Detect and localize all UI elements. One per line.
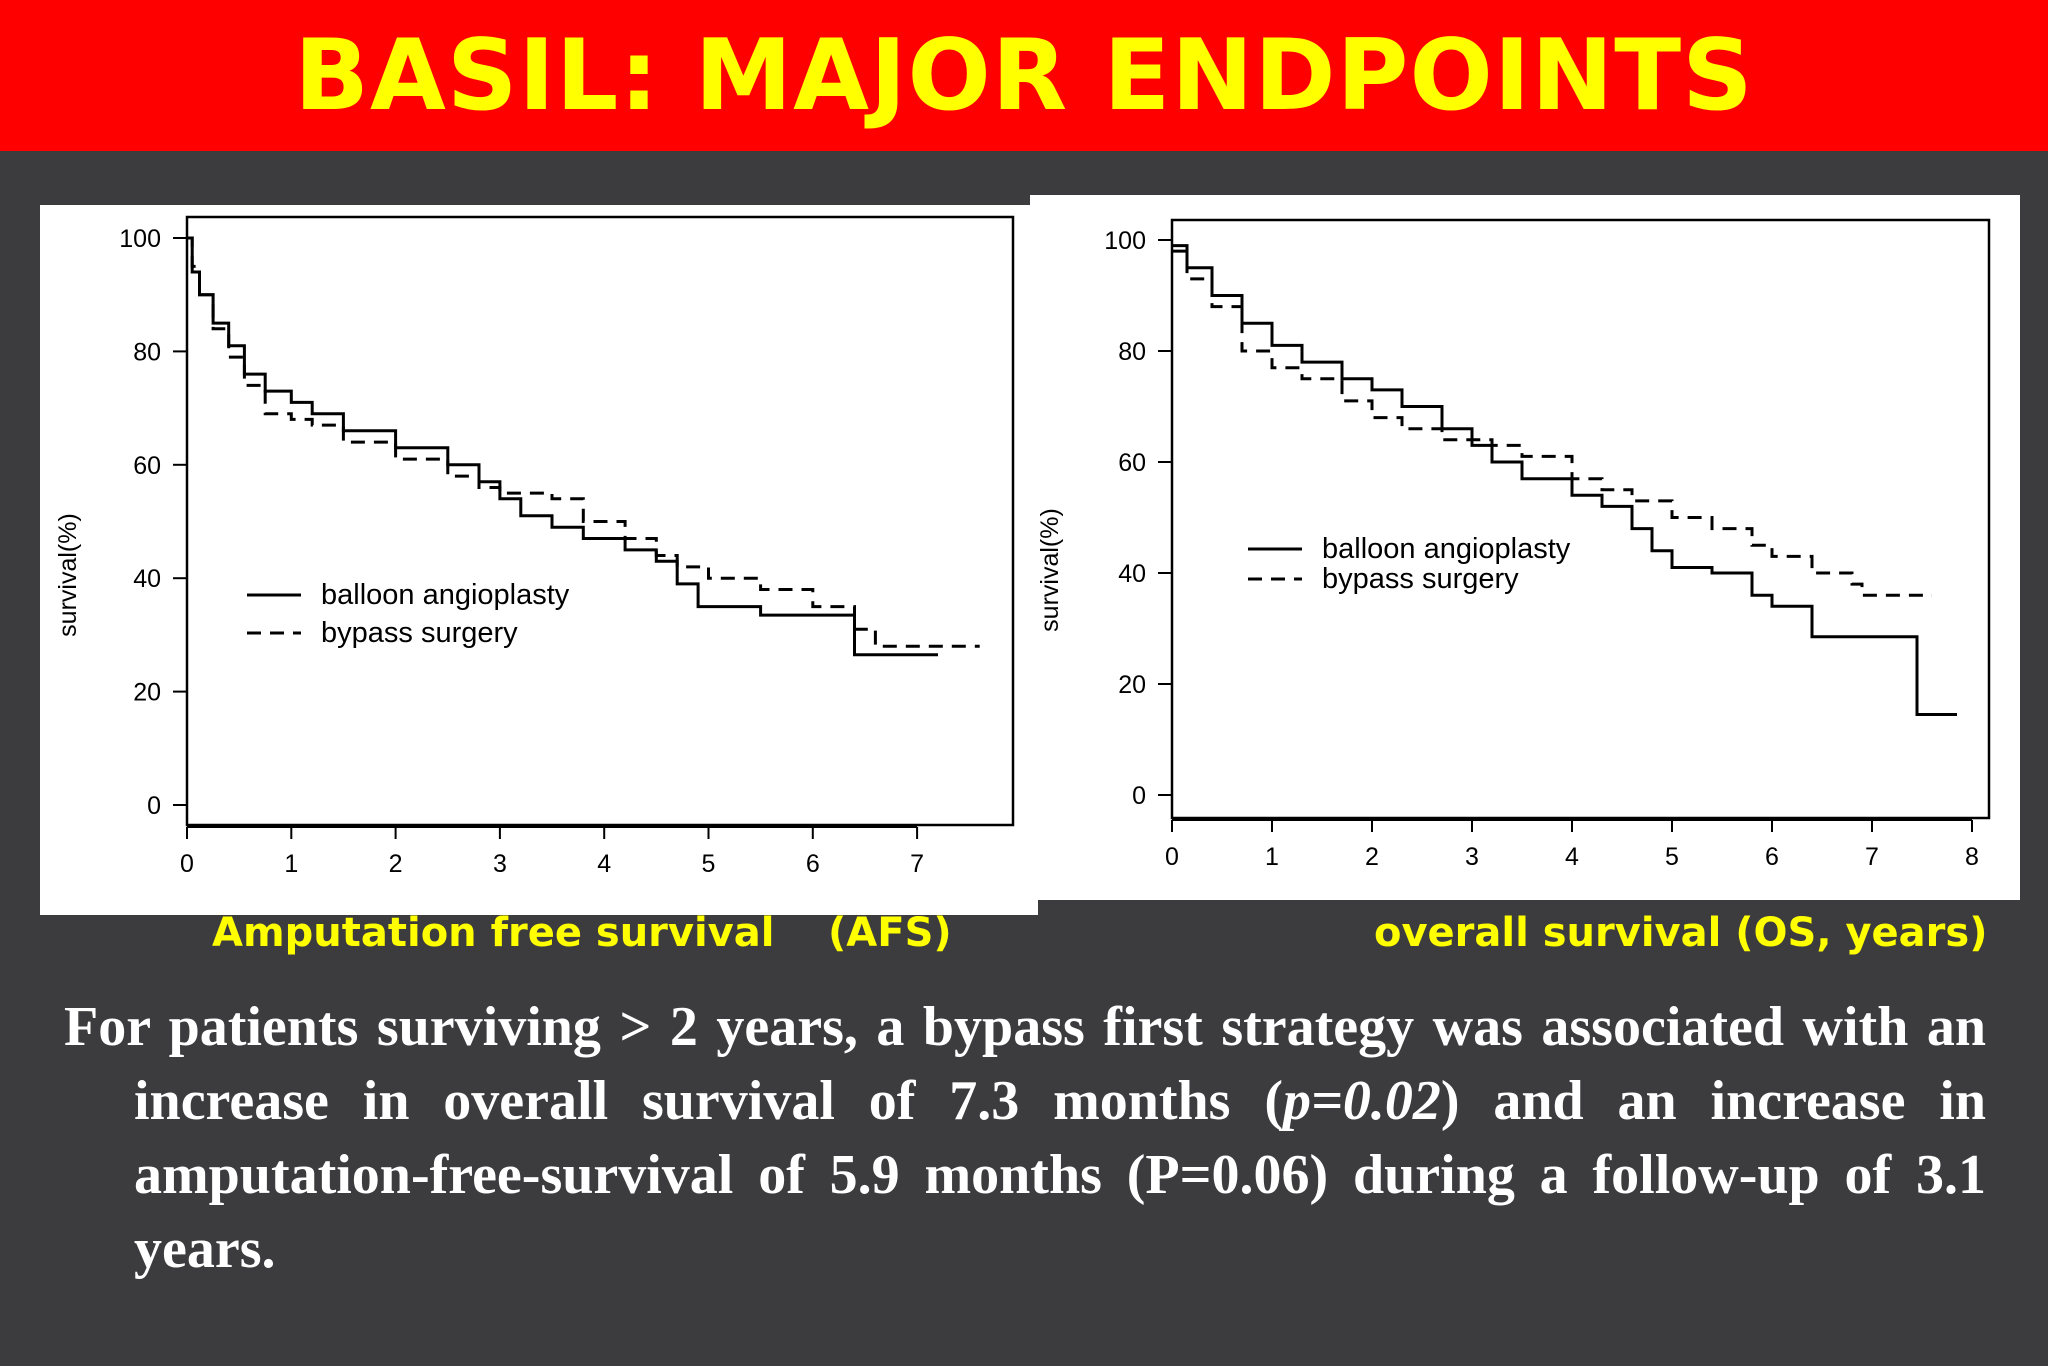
os-y-axis-label: survival(%) [1036, 508, 1064, 632]
summary-part-2: ) and an increase in amputation-free-sur… [134, 1070, 1986, 1280]
afs-x-tick-label-1: 1 [284, 850, 298, 878]
afs-y-tick-label-4: 80 [133, 338, 161, 366]
afs-x-tick-label-2: 2 [389, 850, 403, 878]
afs-caption: Amputation free survival [212, 910, 775, 956]
afs-chart-panel: 0 1 2 3 4 5 6 7 0 20 40 60 80 100 survival(%) balloon a… [40, 205, 1038, 915]
afs-y-tick-label-5: 100 [119, 225, 161, 253]
afs-x-tick-label-7: 7 [910, 850, 924, 878]
afs-survival-chart: 0 1 2 3 4 5 6 7 0 20 40 60 80 100 survival(%) balloon a… [54, 215, 1015, 878]
title-bar: BASIL: MAJOR ENDPOINTS [0, 0, 2048, 151]
os-chart-panel: 0 1 2 3 4 5 6 7 8 0 20 40 60 80 100 survival(%) balloon … [1030, 195, 2020, 900]
afs-y-tick-label-0: 0 [147, 792, 161, 820]
os-plot-frame [1170, 218, 1991, 820]
os-x-tick-label-5: 5 [1665, 843, 1679, 871]
os-x-tick-label-4: 4 [1565, 843, 1579, 871]
os-x-tick-label-6: 6 [1765, 843, 1779, 871]
os-y-tick-label-1: 20 [1118, 671, 1146, 699]
afs-caption-abbrev: (AFS) [828, 910, 952, 956]
afs-series-bypass-surgery-line [187, 236, 980, 648]
os-y-tick-label-0: 0 [1132, 782, 1146, 810]
afs-x-tick-label-4: 4 [597, 850, 611, 878]
os-x-tick-label-2: 2 [1365, 843, 1379, 871]
os-x-tick-label-0: 0 [1165, 843, 1179, 871]
os-x-tick-label-3: 3 [1465, 843, 1479, 871]
summary-text: For patients surviving > 2 years, a bypa… [64, 990, 1986, 1286]
summary-part-1: For patients surviving > 2 years, a bypa… [64, 996, 1986, 1132]
afs-x-tick-label-0: 0 [180, 850, 194, 878]
afs-y-axis-label: survival(%) [54, 513, 82, 637]
os-series-bypass-surgery-line [1172, 249, 1932, 597]
afs-y-tick-label-2: 40 [133, 565, 161, 593]
os-caption: overall survival (OS, years) [1374, 910, 1988, 956]
afs-x-tick-label-3: 3 [493, 850, 507, 878]
os-y-tick-label-2: 40 [1118, 560, 1146, 588]
slide-title: BASIL: MAJOR ENDPOINTS [294, 18, 1754, 133]
os-y-tick-label-4: 80 [1118, 338, 1146, 366]
afs-legend-label-0: balloon angioplasty [321, 579, 570, 611]
os-y-tick-label-5: 100 [1104, 227, 1146, 255]
afs-x-tick-label-6: 6 [806, 850, 820, 878]
os-x-tick-label-1: 1 [1265, 843, 1279, 871]
os-legend-label-0: balloon angioplasty [1322, 533, 1571, 565]
os-x-tick-label-8: 8 [1965, 843, 1979, 871]
afs-y-tick-label-1: 20 [133, 679, 161, 707]
os-series-balloon-angioplasty-line [1172, 244, 1957, 716]
os-x-tick-label-7: 7 [1865, 843, 1879, 871]
afs-x-tick-label-5: 5 [702, 850, 716, 878]
afs-y-tick-label-3: 60 [133, 452, 161, 480]
afs-plot-frame [185, 215, 1015, 827]
os-y-tick-label-3: 60 [1118, 449, 1146, 477]
summary-p-value: p=0.02 [1282, 1070, 1441, 1132]
afs-legend-label-1: bypass surgery [321, 617, 518, 649]
os-legend-label-1: bypass surgery [1322, 563, 1519, 595]
